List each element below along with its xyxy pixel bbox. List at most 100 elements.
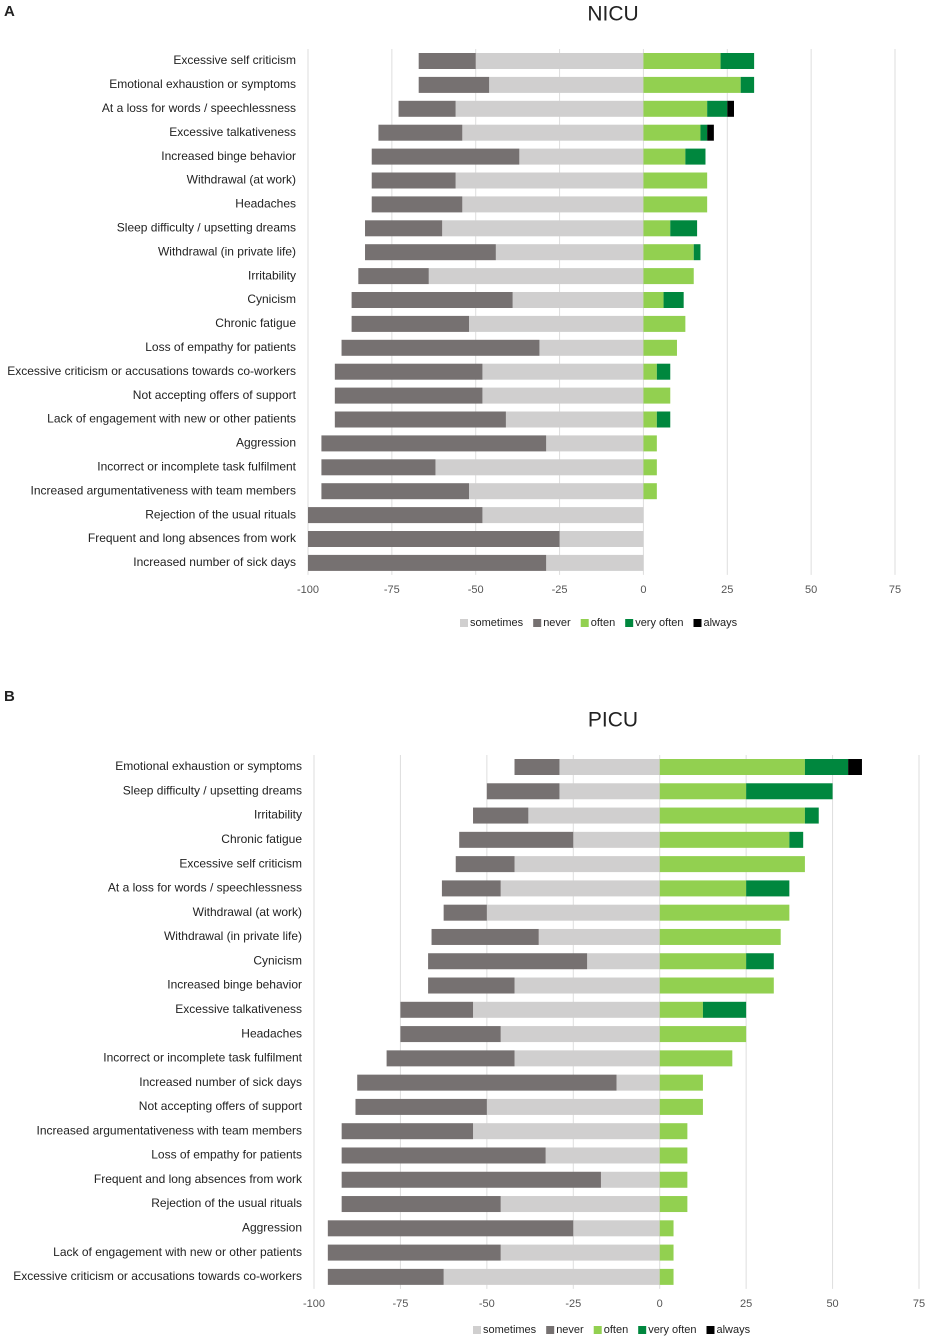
legend-swatch (693, 619, 702, 627)
category-label: Not accepting offers of support (139, 1099, 303, 1113)
bar-segment (321, 459, 436, 476)
category-label: At a loss for words / speechlessness (102, 101, 296, 115)
bar-segment (357, 1074, 617, 1091)
bar-segment (351, 292, 513, 308)
bar-segment (727, 100, 734, 117)
bar-segment (643, 363, 657, 380)
bar-segment (443, 904, 487, 921)
panel-label: A (4, 3, 15, 20)
category-label: Irritability (254, 808, 302, 822)
bar-segment (351, 315, 470, 332)
bar-segment (804, 807, 819, 824)
bar-segment (616, 1074, 660, 1091)
legend-swatch (638, 1326, 647, 1334)
category-label: Incorrect or incomplete task fulfilment (97, 459, 296, 473)
category-label: Chronic fatigue (221, 832, 302, 846)
category-label: Increased binge behavior (161, 149, 296, 163)
bar-segment (643, 124, 701, 141)
legend-label: always (704, 617, 738, 629)
bar-segment (659, 1171, 688, 1188)
bar-segment (573, 831, 660, 848)
bar-segment (643, 268, 694, 285)
legend-swatch (473, 1326, 481, 1334)
bar-segment (702, 1001, 747, 1018)
bar-segment (495, 244, 644, 261)
bar-segment (514, 856, 660, 873)
bar-segment (459, 831, 574, 848)
x-tick-label: 50 (805, 584, 817, 596)
bar-segment (663, 292, 684, 308)
bar-segment (643, 220, 671, 237)
bar-segment (486, 783, 560, 800)
bar-segment (659, 1268, 674, 1285)
bar-segment (528, 807, 660, 824)
legend-label: never (556, 1324, 584, 1336)
bar-segment (670, 220, 698, 237)
bar-segment (656, 411, 671, 428)
bar-segment (398, 100, 456, 117)
bar-segment (514, 1050, 660, 1067)
bar-segment (469, 315, 644, 332)
x-tick-label: -100 (297, 584, 319, 596)
legend-swatch (706, 1326, 715, 1334)
bar-segment (469, 483, 644, 500)
x-tick-label: 75 (913, 1298, 925, 1310)
bar-segment (428, 268, 644, 285)
x-tick-label: -50 (468, 584, 484, 596)
bar-segment (327, 1220, 574, 1237)
category-label: Withdrawal (in private life) (158, 244, 296, 258)
category-label: Excessive talkativeness (175, 1002, 302, 1016)
bar-segment (514, 759, 560, 775)
bar-segment (643, 76, 741, 93)
category-label: Loss of empathy for patients (151, 1148, 302, 1162)
category-label: Sleep difficulty / upsetting dreams (117, 220, 296, 234)
x-tick-label: 50 (826, 1298, 838, 1310)
bar-segment (327, 1244, 501, 1261)
bar-segment (659, 831, 790, 848)
category-label: Excessive self criticism (179, 856, 302, 870)
bar-segment (431, 928, 539, 945)
bar-segment (512, 292, 644, 308)
bar-segment (321, 435, 547, 452)
legend-swatch (546, 1326, 555, 1334)
bar-segment (700, 124, 708, 141)
x-tick-label: -50 (479, 1298, 495, 1310)
bar-segment (600, 1171, 660, 1188)
bar-segment (746, 880, 790, 897)
legend-swatch (593, 1326, 602, 1334)
x-tick-label: -75 (384, 584, 400, 596)
bar-segment (643, 148, 686, 165)
bar-segment (659, 1001, 703, 1018)
bar-segment (486, 904, 660, 921)
bar-segment (428, 953, 588, 970)
bar-segment (720, 53, 755, 69)
x-tick-label: 75 (889, 584, 901, 596)
legend-label: very often (635, 617, 683, 629)
chart-title: NICU (587, 3, 638, 26)
bar-segment (643, 53, 721, 69)
bar-segment (707, 100, 728, 117)
bar-segment (308, 554, 547, 571)
legend-swatch (533, 619, 542, 627)
bar-segment (358, 268, 429, 285)
bar-segment (371, 196, 463, 213)
bar-segment (659, 1074, 703, 1091)
legend-swatch (460, 619, 468, 627)
bar-segment (365, 244, 496, 261)
category-label: Cynicism (247, 292, 296, 306)
bar-segment (489, 76, 644, 93)
bar-segment (659, 1050, 733, 1067)
bar-segment (321, 483, 470, 500)
bar-segment (341, 1123, 474, 1140)
bar-segment (659, 759, 805, 775)
bar-segment (643, 459, 657, 476)
bar-segment (539, 339, 644, 356)
bar-segment (746, 783, 833, 800)
bar-segment (643, 315, 686, 332)
bar-segment (308, 531, 560, 547)
bar-segment (462, 196, 644, 213)
bar-segment (455, 100, 644, 117)
category-label: Excessive talkativeness (169, 125, 296, 139)
bar-segment (505, 411, 644, 428)
category-label: Chronic fatigue (215, 316, 296, 330)
